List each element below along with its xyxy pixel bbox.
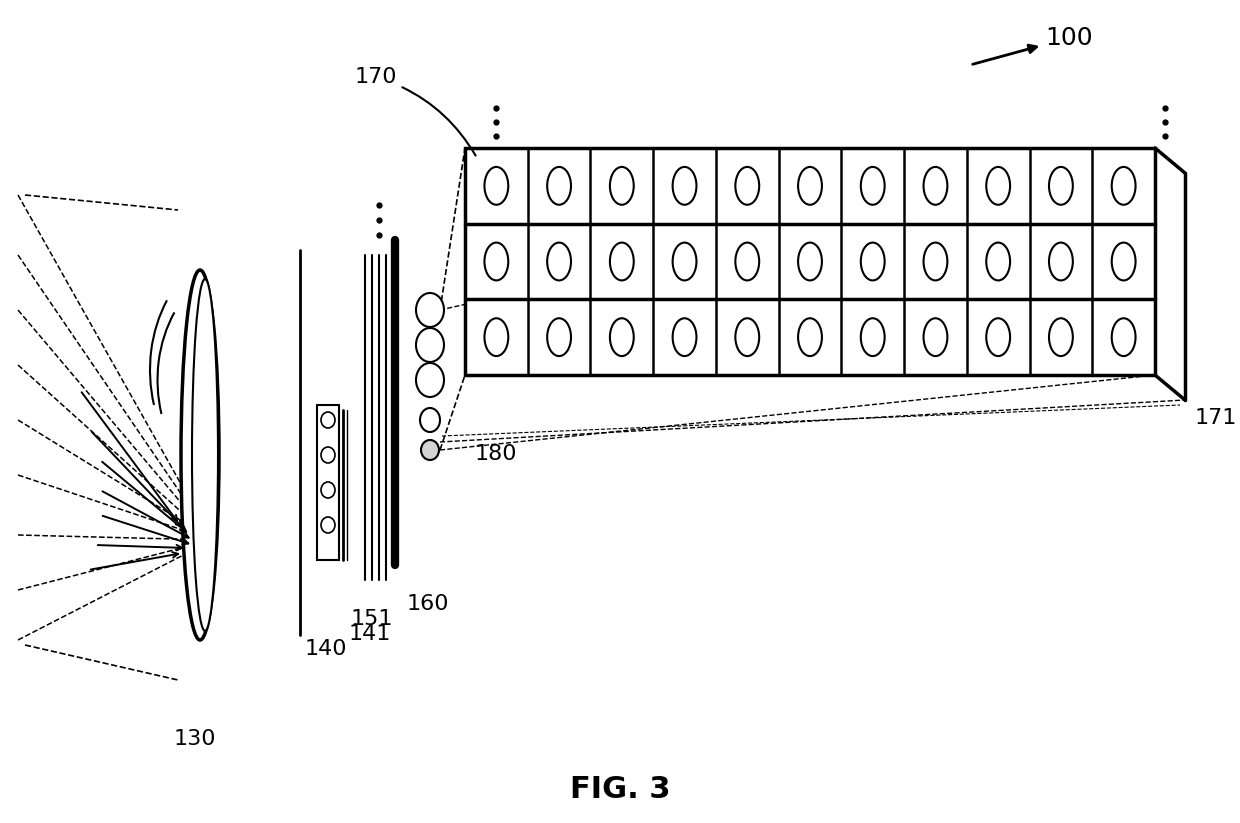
Ellipse shape xyxy=(924,243,947,281)
Ellipse shape xyxy=(986,319,1011,356)
Ellipse shape xyxy=(672,167,697,205)
Ellipse shape xyxy=(547,167,570,205)
Text: 160: 160 xyxy=(407,594,449,614)
Ellipse shape xyxy=(924,167,947,205)
Ellipse shape xyxy=(861,319,884,356)
Text: 171: 171 xyxy=(1195,408,1238,428)
Ellipse shape xyxy=(861,243,884,281)
Ellipse shape xyxy=(547,243,570,281)
Ellipse shape xyxy=(799,167,822,205)
Text: FIG. 3: FIG. 3 xyxy=(569,775,671,805)
Bar xyxy=(317,405,339,560)
Ellipse shape xyxy=(422,440,439,460)
Ellipse shape xyxy=(986,243,1011,281)
Ellipse shape xyxy=(485,167,508,205)
Ellipse shape xyxy=(610,319,634,356)
Ellipse shape xyxy=(547,319,570,356)
Text: 151: 151 xyxy=(351,609,393,629)
Ellipse shape xyxy=(181,270,219,640)
Ellipse shape xyxy=(192,279,218,631)
Ellipse shape xyxy=(321,447,335,463)
Ellipse shape xyxy=(924,319,947,356)
Ellipse shape xyxy=(610,167,634,205)
Ellipse shape xyxy=(415,293,444,327)
Ellipse shape xyxy=(610,243,634,281)
Ellipse shape xyxy=(321,482,335,498)
Text: 140: 140 xyxy=(305,639,347,659)
Text: 130: 130 xyxy=(174,729,216,749)
Ellipse shape xyxy=(672,319,697,356)
Ellipse shape xyxy=(799,243,822,281)
Ellipse shape xyxy=(986,167,1011,205)
Ellipse shape xyxy=(799,319,822,356)
Text: 100: 100 xyxy=(972,26,1092,64)
Ellipse shape xyxy=(485,243,508,281)
Ellipse shape xyxy=(415,363,444,397)
Ellipse shape xyxy=(672,243,697,281)
Text: 141: 141 xyxy=(348,624,392,644)
Bar xyxy=(465,148,1154,375)
Text: 170: 170 xyxy=(355,67,476,156)
Ellipse shape xyxy=(1112,243,1136,281)
Ellipse shape xyxy=(735,243,759,281)
Ellipse shape xyxy=(861,167,884,205)
Ellipse shape xyxy=(321,517,335,533)
Ellipse shape xyxy=(420,408,440,432)
Ellipse shape xyxy=(1049,243,1073,281)
Ellipse shape xyxy=(735,319,759,356)
Ellipse shape xyxy=(1112,319,1136,356)
Text: 180: 180 xyxy=(475,444,517,464)
Ellipse shape xyxy=(1049,319,1073,356)
Ellipse shape xyxy=(485,319,508,356)
Ellipse shape xyxy=(415,328,444,362)
Ellipse shape xyxy=(321,412,335,428)
Ellipse shape xyxy=(1049,167,1073,205)
Ellipse shape xyxy=(735,167,759,205)
Ellipse shape xyxy=(1112,167,1136,205)
